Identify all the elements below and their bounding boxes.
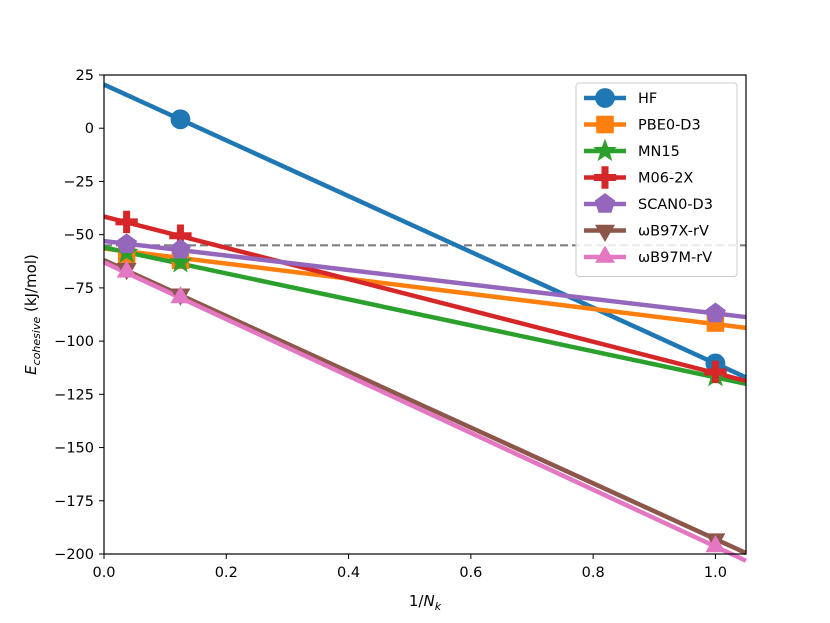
y-axis-title: Ecohesive (kJ/mol) — [22, 254, 43, 375]
y-tick-label: −200 — [54, 547, 94, 563]
series-3-point-0 — [115, 210, 138, 234]
y-tick-label: 25 — [76, 68, 94, 84]
plot-markers — [114, 109, 728, 553]
legend-item: PBE0-D3 — [584, 115, 701, 134]
x-tick-label: 0.2 — [215, 565, 238, 581]
plot-frame — [103, 74, 747, 555]
x-tick-label: 0.4 — [337, 565, 360, 581]
y-tick-label: −175 — [54, 494, 94, 510]
legend-swatch-marker — [595, 245, 615, 263]
series-line-2 — [103, 245, 747, 386]
legend-swatch-marker — [596, 115, 614, 134]
x-tick-label: 0.6 — [459, 565, 482, 581]
series-line-4 — [103, 238, 747, 320]
legend-swatch-marker — [595, 224, 615, 243]
y-tick-label: −75 — [63, 281, 94, 297]
legend-item: M06-2X — [584, 166, 693, 189]
series-6-point-2 — [705, 535, 726, 553]
series-line-3 — [103, 214, 747, 384]
series-6-point-0 — [116, 260, 137, 278]
x-tick-label: 0.0 — [92, 565, 115, 581]
y-tick-label: −50 — [63, 228, 94, 244]
x-axis: 0.0 0.2 0.4 0.6 0.8 1.0 — [92, 554, 727, 581]
series-line-6 — [103, 260, 747, 563]
y-tick-label: −25 — [63, 174, 94, 190]
y-tick-label: −150 — [54, 441, 94, 457]
x-axis-title-prefix: 1/ — [409, 592, 425, 610]
legend-swatch-marker — [593, 138, 617, 162]
x-tick-label: 0.8 — [582, 565, 605, 581]
x-axis-title-symbol: N — [424, 592, 435, 610]
series-4-point-1 — [170, 238, 191, 259]
legend-item: ωB97X-rV — [584, 224, 709, 243]
y-axis-title-units: (kJ/mol) — [22, 254, 40, 317]
series-2-point-1 — [168, 249, 193, 273]
legend-item: SCAN0-D3 — [584, 193, 713, 213]
series-4-point-2 — [705, 302, 726, 323]
legend-label: PBE0-D3 — [638, 118, 701, 134]
x-axis-title-subscript: k — [435, 600, 442, 613]
legend-label: HF — [638, 91, 657, 107]
plot-lines — [103, 82, 747, 563]
series-4-point-0 — [116, 233, 137, 254]
legend-label: ωB97M-rV — [638, 250, 712, 266]
legend-label: ωB97X-rV — [638, 224, 709, 240]
legend-swatch-marker — [593, 166, 617, 189]
y-tick-label: −125 — [54, 387, 94, 403]
series-6-point-1 — [170, 285, 191, 304]
y-tick-label: −100 — [54, 334, 94, 350]
series-0-point-0 — [170, 109, 191, 130]
legend-item: ωB97M-rV — [584, 245, 712, 266]
legend-label: M06-2X — [638, 171, 693, 187]
x-tick-label: 1.0 — [704, 565, 727, 581]
legend-label: SCAN0-D3 — [638, 197, 713, 213]
legend-box — [575, 82, 738, 277]
y-axis-title-subscript: cohesive — [30, 317, 43, 366]
x-axis-title: 1/Nk — [409, 592, 442, 613]
series-line-0 — [103, 82, 747, 380]
y-axis-title-symbol: E — [22, 365, 40, 375]
y-tick-label: 0 — [85, 121, 94, 137]
legend-swatch-marker — [595, 88, 615, 108]
legend-label: MN15 — [638, 144, 680, 160]
y-axis: 25 0 −25 −50 −75 −100 −125 −150 −175 −200 — [54, 68, 104, 563]
legend: HF PBE0-D3 MN15 M06-2X SCAN0-D3 ωB97X-rV ωB97M… — [575, 82, 738, 277]
series-3-point-2 — [704, 360, 727, 384]
series-line-1 — [103, 246, 747, 331]
legend-swatch-marker — [594, 193, 616, 213]
legend-item: HF — [584, 88, 657, 108]
series-line-5 — [103, 258, 747, 556]
series-3-point-1 — [169, 224, 192, 247]
legend-item: MN15 — [584, 138, 680, 162]
